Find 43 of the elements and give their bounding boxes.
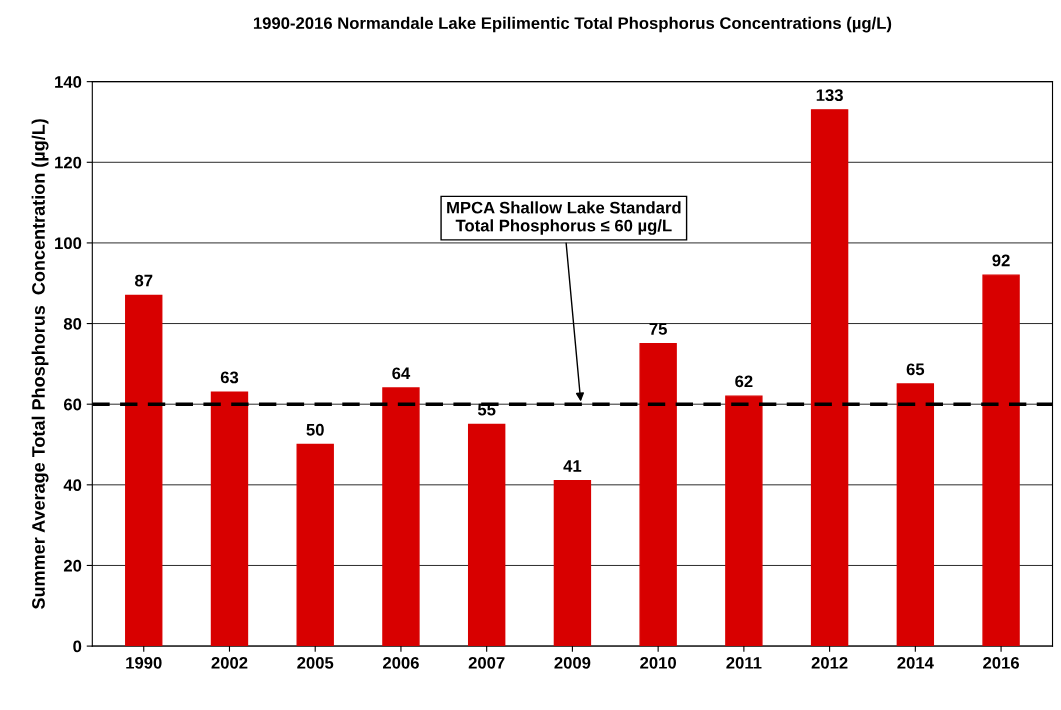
data-label: 50 bbox=[306, 423, 324, 436]
data-label: 92 bbox=[992, 254, 1010, 267]
data-label: 63 bbox=[220, 371, 239, 384]
bar bbox=[639, 343, 677, 647]
bar bbox=[896, 383, 935, 647]
x-tick-label: 2010 bbox=[640, 656, 676, 669]
y-tick-label: 0 bbox=[73, 640, 82, 653]
data-label: 62 bbox=[735, 375, 753, 388]
x-tick-label: 2009 bbox=[554, 656, 591, 669]
bar bbox=[725, 395, 763, 647]
bar bbox=[982, 274, 1020, 647]
bar bbox=[382, 387, 420, 647]
y-tick-label: 120 bbox=[55, 156, 82, 169]
y-tick-label: 140 bbox=[55, 76, 82, 88]
y-tick-label: 60 bbox=[63, 398, 82, 411]
ref-line-label: MPCA Shallow Lake Standard Total Phosphorus ≤ 60 µg/L bbox=[447, 201, 681, 235]
bar bbox=[210, 391, 249, 647]
x-tick-label: 2002 bbox=[211, 656, 248, 669]
bar bbox=[553, 480, 592, 647]
x-tick-label: 2006 bbox=[382, 656, 419, 669]
y-tick-label: 100 bbox=[55, 237, 82, 250]
data-label: 41 bbox=[563, 460, 582, 472]
data-label: 87 bbox=[135, 274, 153, 287]
y-tick-label: 40 bbox=[63, 479, 82, 492]
bar bbox=[810, 109, 849, 647]
x-tick-label: 1990 bbox=[126, 656, 162, 669]
x-tick-label: 2016 bbox=[983, 656, 1020, 669]
chart-title: 1990-2016 Normandale Lake Epilimentic Total Phosphorus Concentrations (µg/L) bbox=[253, 16, 892, 33]
data-label: 133 bbox=[816, 89, 843, 102]
bar bbox=[296, 443, 334, 647]
y-tick-label: 80 bbox=[63, 317, 82, 330]
x-tick-label: 2005 bbox=[297, 656, 334, 669]
y-tick-label: 20 bbox=[63, 559, 82, 572]
bar bbox=[125, 294, 163, 647]
data-label: 75 bbox=[649, 323, 667, 335]
data-label: 65 bbox=[906, 363, 925, 376]
x-tick-label: 2011 bbox=[726, 656, 762, 669]
x-tick-label: 2014 bbox=[897, 656, 934, 669]
x-tick-label: 2007 bbox=[468, 656, 505, 669]
data-label: 64 bbox=[392, 367, 411, 380]
x-tick-label: 2012 bbox=[811, 656, 848, 669]
bar bbox=[467, 423, 506, 647]
y-axis-title: Summer Average Total Phosphorus Concentration (µg/L) bbox=[31, 119, 49, 609]
